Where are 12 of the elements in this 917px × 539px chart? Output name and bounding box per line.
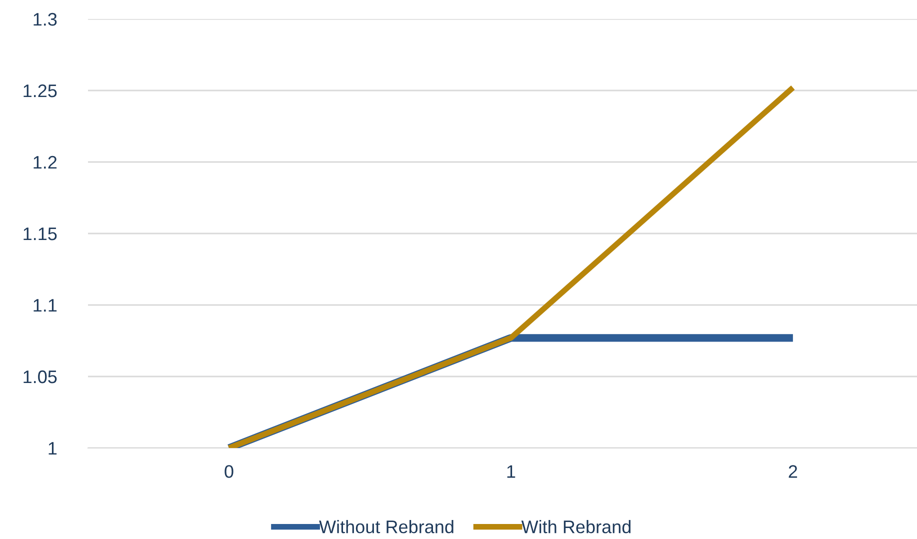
y-tick-label: 1: [48, 442, 57, 455]
x-tick-label: 0: [224, 465, 234, 478]
y-tick-label: 1.1: [34, 299, 57, 312]
x-tick-label: 2: [788, 465, 798, 478]
x-tick-label: 1: [507, 465, 516, 478]
y-tick-label: 1.05: [24, 370, 57, 384]
y-tick-label: 1.2: [34, 156, 57, 169]
legend-label: Without Rebrand: [319, 520, 454, 534]
y-tick-label: 1.3: [34, 12, 57, 26]
y-tick-label: 1.15: [24, 228, 57, 240]
y-tick-label: 1.25: [24, 84, 57, 98]
legend-label: With Rebrand: [521, 520, 631, 534]
